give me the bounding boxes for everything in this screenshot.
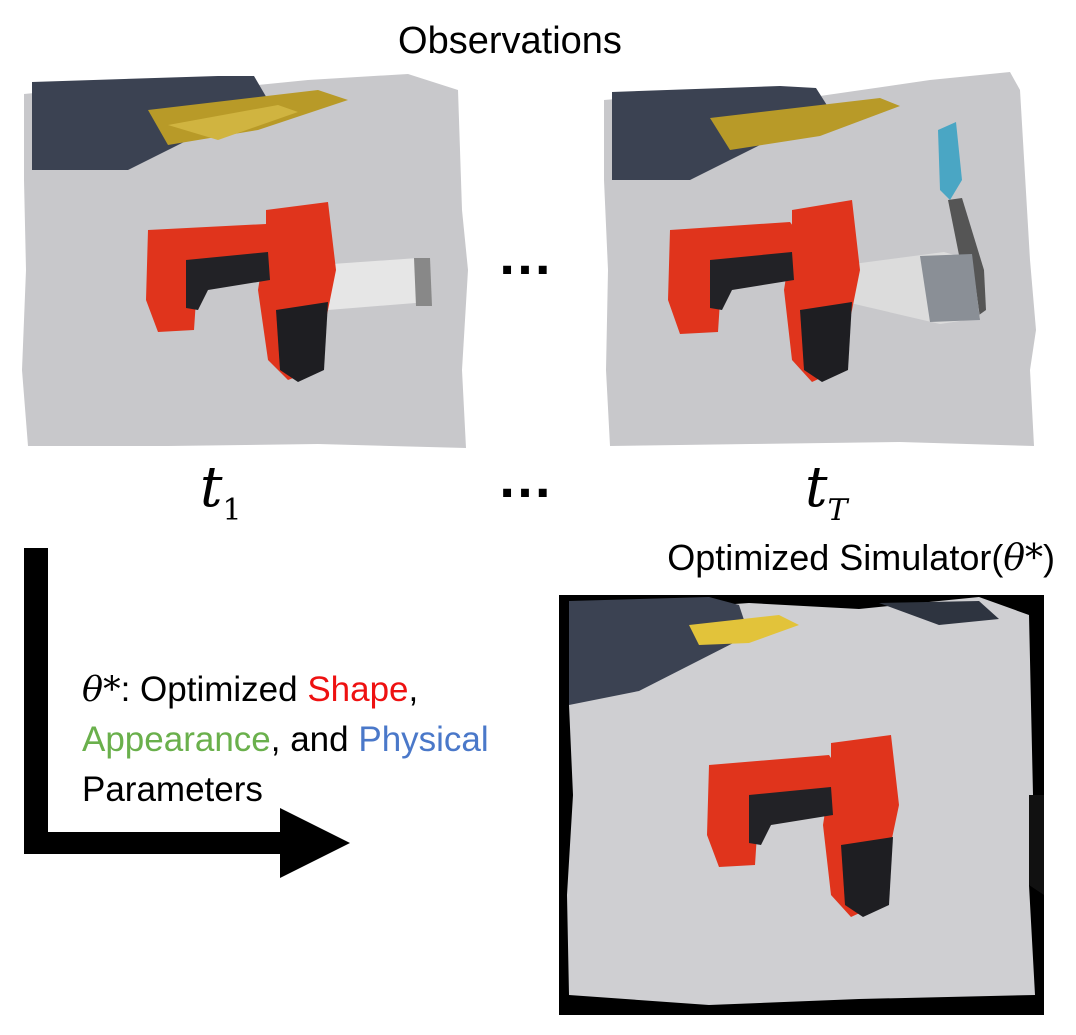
time-var-tT: t — [805, 455, 828, 520]
simulator-render-image — [559, 595, 1044, 1015]
time-label-t1: t1 — [200, 455, 242, 528]
observation-image-tT — [600, 70, 1040, 455]
time-sub-t1: 1 — [222, 493, 242, 528]
description-comma: , — [408, 670, 419, 709]
description-part2: , and — [270, 720, 359, 759]
ellipsis-top: … — [497, 223, 555, 286]
simulator-title-theta: θ* — [1003, 538, 1043, 579]
simulator-title-suffix: ) — [1043, 537, 1055, 578]
observations-title: Observations — [398, 20, 622, 62]
simulator-title-prefix: Optimized Simulator( — [667, 537, 1004, 578]
description-physical: Physical — [358, 720, 489, 759]
description-part1: : Optimized — [120, 670, 308, 709]
time-sub-tT: T — [827, 493, 848, 528]
ellipsis-bottom: … — [497, 446, 555, 509]
description-shape: Shape — [307, 670, 409, 709]
observation-image-t1 — [18, 70, 473, 455]
time-label-tT: tT — [805, 455, 848, 528]
simulator-title: Optimized Simulator(θ*) — [545, 537, 1055, 579]
parameters-description: θ*: Optimized Shape, Appearance, and Phy… — [82, 665, 552, 815]
description-theta: θ* — [82, 670, 121, 710]
description-parameters: Parameters — [82, 770, 263, 809]
description-appearance: Appearance — [82, 720, 271, 759]
time-var-t1: t — [200, 455, 223, 520]
